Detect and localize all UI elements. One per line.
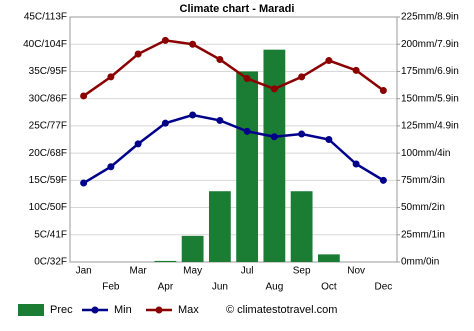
bar [208,191,231,262]
x-tick-label: Jul [241,266,254,277]
y-tick-label: 15C/59F [29,175,67,186]
bar [154,260,177,262]
line [82,39,385,97]
point [270,85,278,93]
x-tick-label: Aug [265,282,283,293]
x-tick-label: Nov [347,266,365,277]
bar [263,49,286,262]
x-tick-label: Jan [76,266,92,277]
point [189,111,197,119]
y2-tick-label: 225mm/8.9in [401,12,459,23]
point [216,55,224,63]
plot-frame [69,16,398,263]
x-tick-label: May [183,266,202,277]
point [379,176,387,184]
legend-label: Min [114,304,132,316]
bar [317,254,340,262]
y2-tick-label: 75mm/3in [401,175,445,186]
legend-swatch [18,304,44,316]
y2-tick-label: 0mm/0in [401,257,439,268]
y-tick-label: 35C/95F [29,66,67,77]
point [161,119,169,127]
legend-dot [155,306,163,314]
y-tick-label: 30C/86F [29,93,67,104]
y-tick-label: 40C/104F [23,39,67,50]
point [134,140,142,148]
legend-dot [91,306,99,314]
x-tick-label: Oct [321,282,337,293]
x-tick-label: Mar [130,266,148,277]
point [243,75,251,83]
x-tick-label: Sep [293,266,311,277]
point [298,73,306,81]
point [107,73,115,81]
point [325,136,333,143]
bar [236,71,259,262]
y2-tick-label: 150mm/5.9in [401,93,459,104]
point [379,87,387,94]
y2-tick-label: 200mm/7.9in [401,39,459,50]
chart-title: Climate chart - Maradi [180,3,295,15]
y2-tick-label: 100mm/4in [401,148,450,159]
point [216,116,224,124]
point [80,179,88,187]
point [161,36,169,44]
point [107,163,115,171]
point [352,66,360,74]
legend-label: Max [178,304,199,316]
x-tick-label: Feb [102,282,120,293]
point [298,130,306,138]
y-tick-label: 5C/41F [34,229,67,240]
point [325,57,333,65]
credit: © climatestotravel.com [226,304,337,316]
legend-label: Prec [50,304,73,316]
y-tick-label: 25C/77F [29,121,67,132]
y2-tick-label: 175mm/6.9in [401,66,459,77]
y-tick-label: 45C/113F [24,12,67,23]
x-tick-label: Dec [374,282,392,293]
line [82,113,385,185]
point [270,133,278,141]
x-tick-label: Apr [158,282,174,293]
y-tick-label: 0C/32F [34,257,67,268]
point [80,92,88,100]
bar [290,191,313,262]
point [189,40,197,48]
y-tick-label: 10C/50F [29,202,67,213]
bar [181,235,204,262]
y2-tick-label: 50mm/2in [401,202,445,213]
x-tick-label: Jun [212,282,228,293]
point [134,50,142,58]
point [243,127,251,135]
point [352,160,360,168]
y2-tick-label: 125mm/4.9in [401,121,459,132]
y2-tick-label: 25mm/1in [401,229,445,240]
y-tick-label: 20C/68F [29,148,67,159]
